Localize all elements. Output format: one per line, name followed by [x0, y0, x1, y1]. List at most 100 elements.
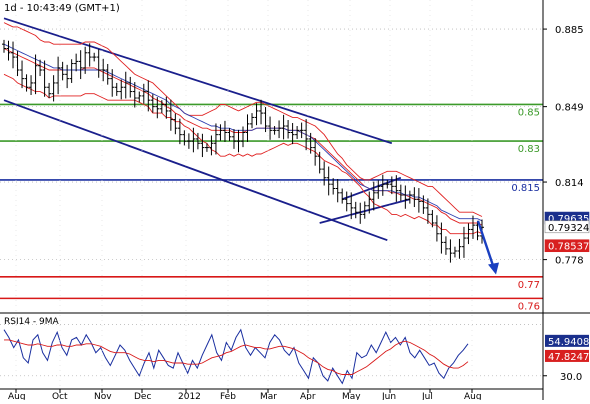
- ytick-label: 0.814: [555, 178, 584, 189]
- candle: [241, 126, 245, 148]
- candle: [168, 99, 173, 131]
- xtick-label: Jul: [421, 392, 433, 400]
- candle: [137, 91, 142, 103]
- ytick-label: 0.885: [555, 25, 584, 36]
- candle: [146, 80, 151, 112]
- candle: [78, 50, 83, 80]
- candle: [51, 75, 56, 102]
- candle: [119, 79, 124, 100]
- candle: [367, 191, 372, 214]
- candle: [448, 239, 453, 263]
- candle: [286, 119, 291, 139]
- level-label: 0.83: [518, 144, 540, 155]
- candle: [74, 53, 79, 72]
- candle: [29, 75, 34, 96]
- candle: [227, 128, 232, 142]
- candle: [222, 120, 227, 142]
- xtick-label: 2012: [178, 392, 201, 400]
- candle: [96, 49, 101, 78]
- candle: [421, 195, 426, 214]
- candle: [385, 179, 390, 189]
- forecast-arrow-head: [488, 262, 499, 275]
- candle: [290, 123, 295, 145]
- channel-lower-line: [3, 99, 388, 242]
- rsi-title: RSI14 - 9MA: [4, 317, 60, 327]
- candle: [461, 226, 466, 258]
- xtick-label: Feb: [220, 392, 236, 400]
- candle: [389, 176, 394, 195]
- candle: [218, 124, 223, 141]
- rsi-badge-label: 54.9408: [548, 337, 589, 348]
- candle: [403, 185, 408, 209]
- xtick-label: Dec: [134, 392, 151, 400]
- candle: [6, 40, 11, 61]
- candle: [42, 60, 47, 97]
- candle: [299, 122, 304, 139]
- candle: [344, 191, 349, 212]
- level-label: 0.85: [518, 107, 540, 118]
- candle: [259, 99, 264, 125]
- price-badge-label: 0.79324: [548, 223, 589, 234]
- candle: [24, 74, 29, 92]
- candle: [263, 107, 268, 133]
- bollinger-upper: [3, 22, 483, 217]
- candle: [254, 103, 259, 126]
- candle: [164, 96, 169, 119]
- candle: [331, 178, 336, 195]
- candle: [83, 46, 88, 74]
- time-axis: Aug Oct Nov Dec 2012 Feb Mar Apr May Jun Jul Aug: [8, 0, 482, 402]
- candle: [353, 201, 358, 219]
- candle: [60, 61, 65, 81]
- price-candles: [2, 39, 484, 263]
- candle: [250, 113, 255, 129]
- candle: [11, 41, 16, 69]
- candle: [443, 236, 448, 255]
- price-badge-label: 0.78537: [548, 242, 589, 253]
- xtick-label: Mar: [260, 392, 277, 400]
- rsi-panel: RSI14 - 9MA 30.0 54.9408 47.8247: [0, 317, 589, 385]
- candle: [398, 184, 403, 202]
- rsi-series-9ma: [4, 339, 469, 375]
- candle: [304, 119, 309, 151]
- rsi-badge-box: [545, 334, 589, 347]
- candle: [213, 123, 218, 155]
- price-badge-box: [544, 220, 590, 234]
- forecast-arrow-shaft: [476, 220, 496, 269]
- candle: [313, 138, 318, 166]
- price-badge-label: 0.79635: [548, 214, 589, 225]
- trend-lines: [3, 17, 411, 242]
- level-label: 0.77: [518, 280, 540, 291]
- candle: [20, 60, 25, 89]
- candle: [452, 246, 457, 258]
- candle: [335, 179, 340, 203]
- candle: [430, 210, 435, 228]
- candle: [268, 116, 273, 140]
- candle: [308, 132, 313, 154]
- support-resistance-levels: 0.85 0.83 0.815 0.77 0.76: [0, 103, 543, 312]
- candle: [128, 76, 133, 98]
- price-badge-box: [544, 239, 590, 253]
- candle: [209, 135, 214, 156]
- xtick-label: May: [342, 392, 361, 400]
- candle: [371, 181, 376, 211]
- xtick-label: Aug: [464, 392, 482, 400]
- candle: [38, 59, 43, 77]
- candle: [195, 132, 200, 150]
- xtick-label: Aug: [8, 392, 26, 400]
- candle: [123, 71, 128, 99]
- ytick-label: 0.778: [555, 256, 584, 267]
- candle: [159, 100, 164, 114]
- candle: [132, 82, 137, 108]
- candle: [281, 114, 286, 140]
- candle: [33, 54, 38, 95]
- candle: [407, 190, 412, 204]
- candle: [92, 52, 97, 62]
- candle: [191, 127, 196, 153]
- candle: [65, 64, 70, 89]
- flag-upper-line: [341, 176, 402, 201]
- candle: [322, 161, 327, 186]
- rsi-badge-label: 47.8247: [548, 352, 589, 363]
